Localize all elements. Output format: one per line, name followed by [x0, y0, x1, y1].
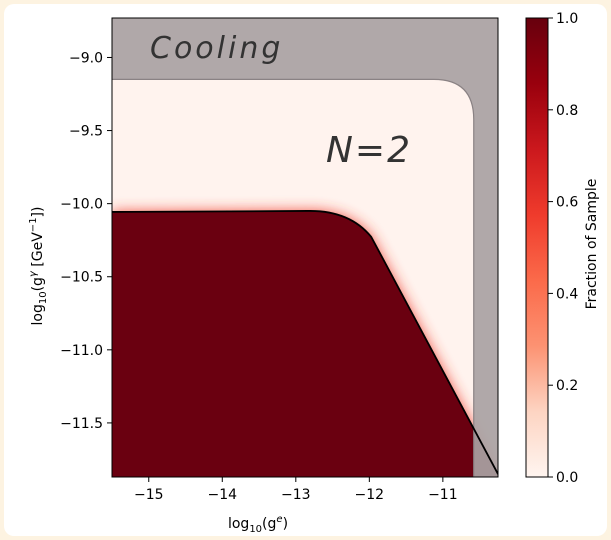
x-axis-label: log10(ge) [228, 514, 288, 535]
y-tick-label: −9.0 [69, 50, 103, 66]
y-axis-label: log10(gγ [GeV−1]) [28, 207, 49, 326]
plot-area [112, 18, 498, 477]
y-tick-label: −11.0 [60, 343, 103, 359]
x-axis: −15 −14 −13 −12 −11 [134, 477, 458, 503]
excluded-region [112, 210, 498, 477]
plot-frame [111, 17, 499, 478]
x-tick-label: −13 [281, 487, 311, 503]
y-tick-label: −9.5 [69, 124, 103, 140]
x-tick-label: −15 [134, 487, 164, 503]
colorbar-tick-label: 0.4 [556, 286, 578, 302]
y-axis: −9.0 −9.5 −10.0 −10.5 −11.0 −11.5 [60, 50, 112, 432]
colorbar-tick-label: 1.0 [556, 11, 578, 27]
x-tick-label: −12 [355, 487, 385, 503]
y-tick-label: −10.0 [60, 197, 103, 213]
colorbar-tick-label: 0.2 [556, 378, 578, 394]
figure-card: −15 −14 −13 −12 −11 −9.0 −9.5 −10.0 −10.5 −11.0−… [4, 4, 607, 536]
cooling-boundary [112, 78, 475, 477]
heatmap-figure: −15 −14 −13 −12 −11 −9.0−9.5−10.0−10.5−11.0−… [28, 11, 600, 535]
colorbar [525, 17, 549, 478]
colorbar-tick-label: 0.6 [556, 195, 578, 211]
colorbar-axis: 0.0 0.2 0.4 0.6 0.8 1.0 [548, 11, 578, 486]
n-annotation: N=2 [326, 130, 412, 171]
cooling-annotation: Cooling [150, 31, 283, 66]
colorbar-tick-label: 0.8 [556, 103, 578, 119]
colorbar-label: Fraction of Sample [584, 179, 600, 310]
x-tick-label: −14 [208, 487, 238, 503]
x-tick-label: −11 [428, 487, 458, 503]
y-tick-label: −11.5 [60, 416, 103, 432]
y-tick-label: −10.5 [60, 270, 103, 286]
exclusion-boundary-line [112, 210, 498, 475]
cooling-region [112, 18, 498, 477]
colorbar-tick-label: 0.0 [556, 470, 578, 486]
